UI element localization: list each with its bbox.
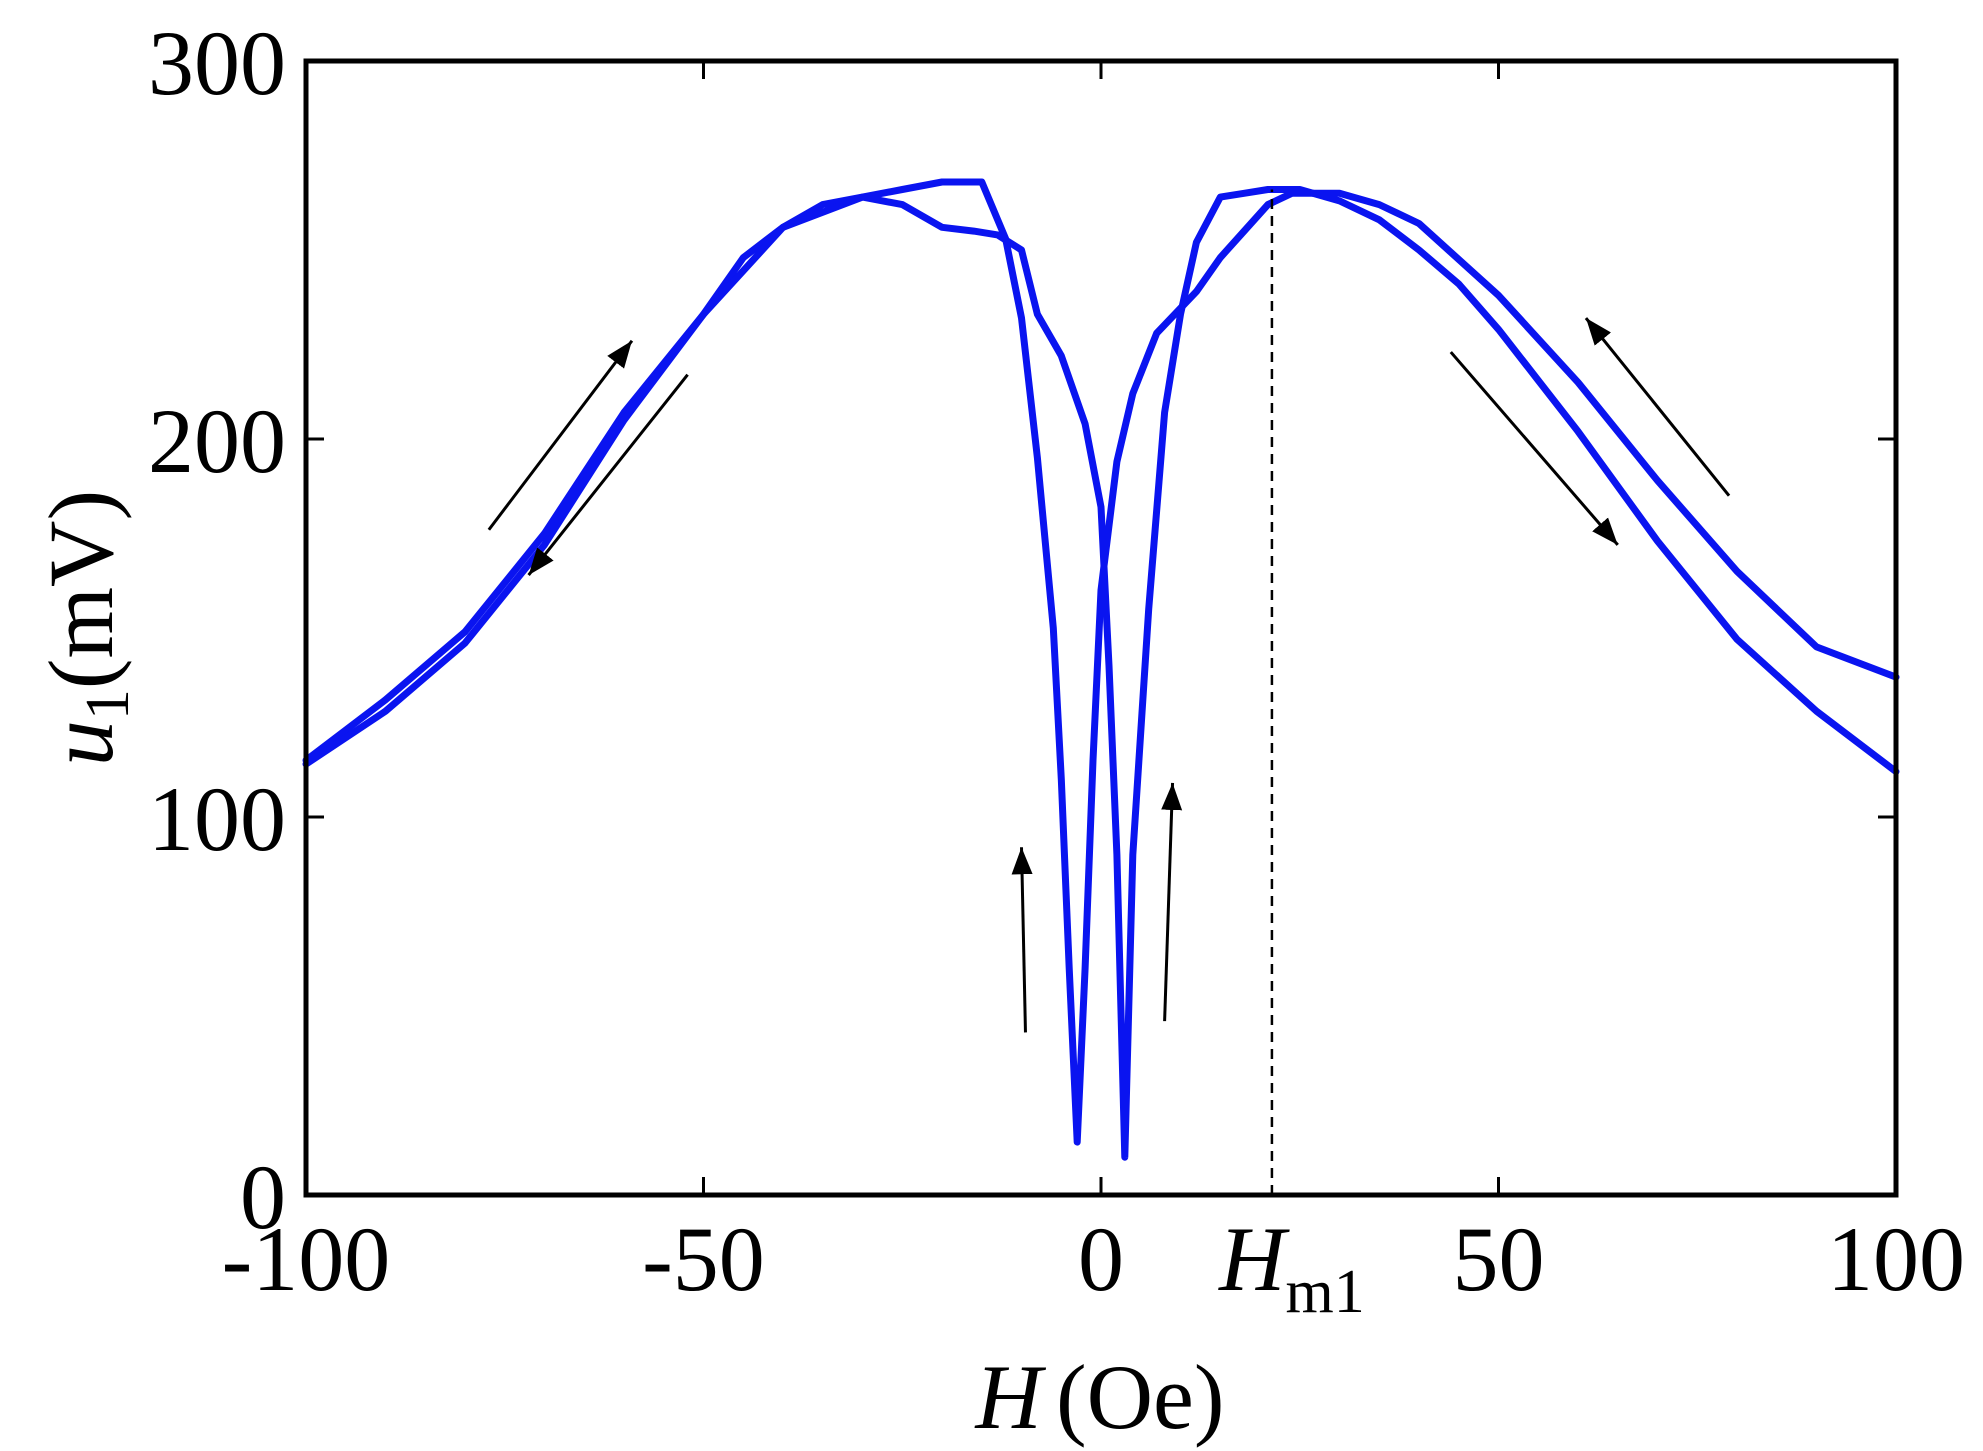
x-tick-label: -100 [222, 1208, 391, 1310]
plot-area [302, 178, 1900, 1161]
annotation-layer: Hm1 [487, 189, 1731, 1326]
direction-arrow-4 [1161, 782, 1183, 1022]
y-axis-symbol: u [30, 720, 132, 766]
direction-arrow-5 [1584, 317, 1731, 497]
y-tick-label: 0 [240, 1146, 286, 1248]
y-tick-label: 100 [148, 768, 286, 870]
direction-arrow-1 [487, 339, 634, 531]
x-tick-label: 50 [1453, 1208, 1545, 1310]
x-axis-title: H (Oe) [975, 1346, 1225, 1448]
hm1-subscript: m1 [1286, 1258, 1365, 1326]
series-line-1 [302, 178, 1900, 1146]
y-tick-label: 200 [148, 390, 286, 492]
y-axis-subscript: 1 [74, 689, 142, 720]
x-tick-label: 0 [1078, 1208, 1124, 1310]
hm1-symbol: H [1218, 1208, 1290, 1310]
y-axis-title: u1(mV) [30, 490, 142, 766]
y-axis-unit: (mV) [30, 490, 132, 689]
direction-arrow-6 [1449, 351, 1619, 546]
tick-layer: -100 -50 0 50 100 0 100 200 300 [148, 12, 1965, 1310]
x-tick-label: -50 [642, 1208, 765, 1310]
x-tick-label: 100 [1827, 1208, 1965, 1310]
y-tick-label: 300 [148, 12, 286, 114]
series-line-2 [302, 186, 1900, 1161]
direction-arrow-2 [527, 373, 689, 577]
hm1-label: Hm1 [1218, 1208, 1365, 1326]
x-axis-symbol: H [975, 1346, 1047, 1448]
x-axis-unit: (Oe) [1056, 1346, 1225, 1448]
direction-arrow-3 [1011, 847, 1033, 1033]
